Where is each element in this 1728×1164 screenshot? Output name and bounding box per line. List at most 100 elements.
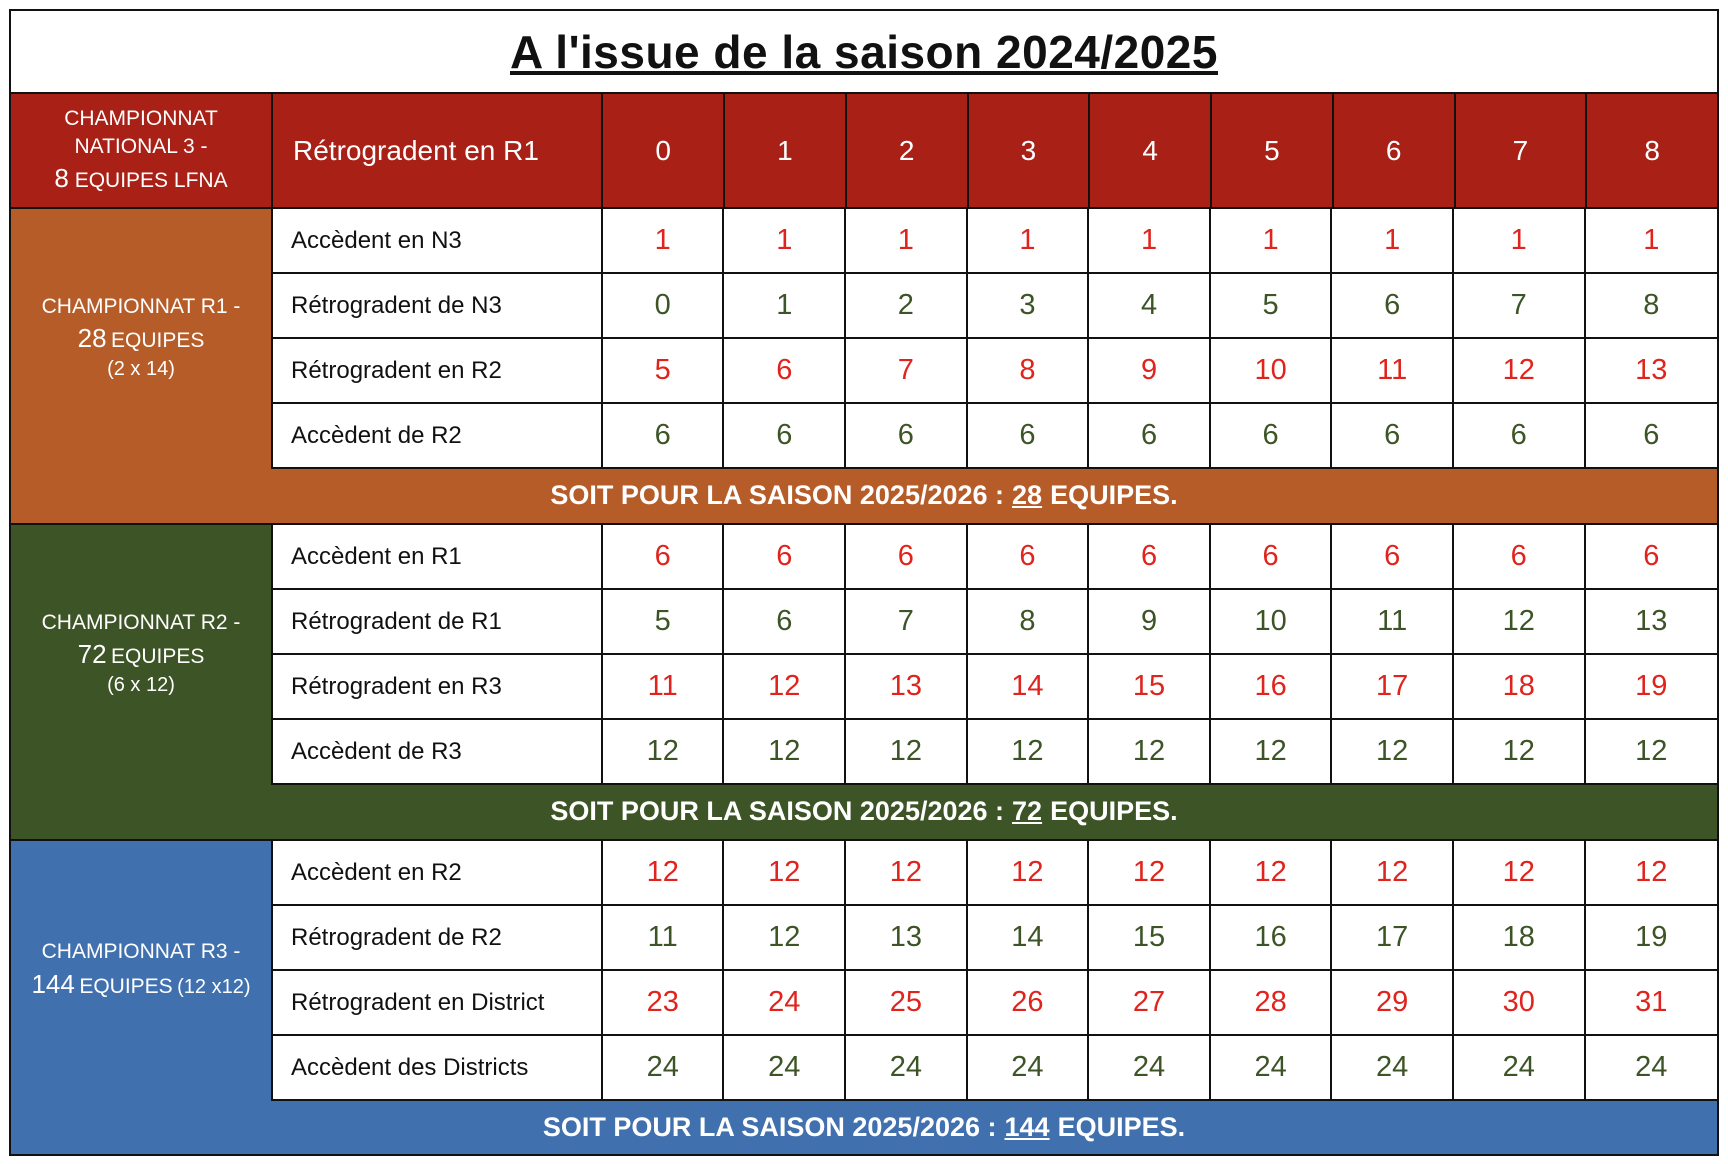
table-cell: 6 [1643,540,1660,572]
table-cell: 12 [724,906,847,969]
row-label: Rétrogradent en R3 [273,655,603,718]
table-cell: 12 [1635,856,1668,888]
table-cell: 26 [968,971,1090,1034]
table-cell: 12 [1454,841,1586,904]
table-cell: 12 [1211,720,1333,783]
table-cell: 5 [603,339,725,402]
section-team-count: 28 [77,323,107,354]
table-row: Rétrogradent en R3 11 12 13 14 15 16 17 18 19 [273,655,1717,720]
section-grid: Accèdent en N3 1 1 1 1 1 1 1 1 1 Rétrogradent de N… [271,209,1717,469]
header-column: 8 [1585,94,1717,207]
table-cell: 3 [968,274,1090,337]
national-label: CHAMPIONNAT NATIONAL 3 - 8 EQUIPES LFNA [11,94,271,207]
page-title: A l'issue de la saison 2024/2025 [510,25,1218,78]
table-cell: 8 [1643,289,1660,321]
table-cell: 14 [968,655,1090,718]
table-cell: 19 [1635,670,1668,702]
table-row: Rétrogradent en District 23 24 25 26 27 28 29 30… [273,971,1717,1036]
table-cell: 24 [1089,1036,1211,1099]
summary-count: 144 [1004,1112,1050,1142]
national-team-count: 8 [54,163,69,194]
national-label-line1: CHAMPIONNAT [64,106,218,130]
table-cell: 7 [846,590,968,653]
table-cell: 16 [1211,655,1333,718]
season-table: A l'issue de la saison 2024/2025 CHAMPIO… [9,9,1719,1156]
table-cell: 13 [1635,605,1668,637]
table-cell: 1 [724,274,847,337]
table-cell: 6 [724,525,847,588]
table-cell: 12 [1454,590,1586,653]
table-cell: 12 [724,841,847,904]
table-cell: 12 [1211,841,1333,904]
row-label: Rétrogradent en District [273,971,603,1034]
table-cell: 17 [1332,655,1454,718]
header-column: 3 [966,94,1089,207]
table-cell: 10 [1211,590,1333,653]
summary-prefix: SOIT POUR LA SAISON 2025/2026 : [542,1112,997,1142]
table-cell: 1 [1454,209,1586,272]
table-cell: 24 [724,1036,847,1099]
table-cell: 5 [1211,274,1333,337]
table-cell: 9 [1089,590,1211,653]
table-cell: 6 [968,404,1090,467]
section-label-detail: (6 x 12) [107,674,175,697]
header-column: 1 [723,94,845,207]
table-cell: 6 [1332,274,1454,337]
section-summary: SOIT POUR LA SAISON 2025/2026 :72 EQUIPES… [11,783,1717,840]
table-cell: 6 [846,525,968,588]
table-cell: 6 [1089,404,1211,467]
table-cell: 12 [968,841,1090,904]
table-cell: 1 [968,209,1090,272]
national-label-line3: 8 EQUIPES LFNA [54,161,227,196]
table-cell: 7 [846,339,968,402]
row-label: Rétrogradent de N3 [273,274,603,337]
table-cell: 0 [603,274,725,337]
summary-prefix: SOIT POUR LA SAISON 2025/2026 : [550,796,1005,826]
header-column: 5 [1210,94,1332,207]
section-summary: SOIT POUR LA SAISON 2025/2026 :28 EQUIPES… [11,467,1717,524]
header-row-label: Rétrogradent en R1 [271,94,601,207]
section-label-detail: (2 x 14) [107,358,175,381]
section-team-count: 144 [31,968,75,999]
table-cell: 24 [846,1036,968,1099]
section-label-line2: 28 EQUIPES [78,321,205,356]
row-label: Accèdent de R3 [273,720,603,783]
table-row: Accèdent des Districts 24 24 24 24 24 24 24 24 24 [273,1036,1717,1101]
summary-suffix: EQUIPES. [1050,796,1178,826]
table-cell: 12 [1332,720,1454,783]
table-cell: 18 [1454,906,1586,969]
row-label: Accèdent en R1 [273,525,603,588]
row-label: Accèdent en N3 [273,209,603,272]
table-cell: 6 [724,339,847,402]
table-cell: 15 [1089,906,1211,969]
table-cell: 6 [724,590,847,653]
table-cell: 6 [1211,525,1333,588]
table-cell: 12 [846,841,968,904]
table-cell: 6 [1454,404,1586,467]
table-cell: 1 [1643,224,1660,256]
table-cell: 10 [1211,339,1333,402]
table-cell: 12 [603,841,725,904]
table-cell: 12 [968,720,1090,783]
table-cell: 29 [1332,971,1454,1034]
table-cell: 6 [603,525,725,588]
row-label: Rétrogradent en R2 [273,339,603,402]
table-cell: 6 [846,404,968,467]
table-row: Rétrogradent de R1 5 6 7 8 9 10 11 12 13 [273,590,1717,655]
table-cell: 27 [1089,971,1211,1034]
summary-count: 72 [1012,796,1043,826]
table-cell: 1 [1332,209,1454,272]
row-label: Accèdent en R2 [273,841,603,904]
table-cell: 12 [846,720,968,783]
row-label: Accèdent de R2 [273,404,603,467]
table-cell: 1 [846,209,968,272]
section-label: CHAMPIONNAT R1 -28 EQUIPES (2 x 14) [11,209,271,467]
table-cell: 25 [846,971,968,1034]
table-cell: 6 [1454,525,1586,588]
table-cell: 23 [603,971,725,1034]
table-cell: 24 [724,971,847,1034]
table-row: Rétrogradent de N3 0 1 2 3 4 5 6 7 8 [273,274,1717,339]
summary-suffix: EQUIPES. [1050,480,1178,510]
table-cell: 6 [724,404,847,467]
